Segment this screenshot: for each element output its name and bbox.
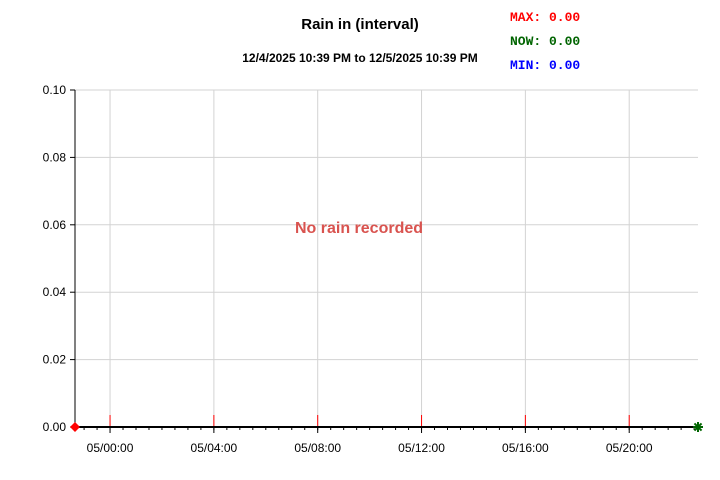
y-tick-label: 0.08 (43, 150, 67, 164)
x-tick-label: 05/04:00 (191, 441, 238, 455)
grid-lines (75, 89, 698, 427)
chart-title: Rain in (interval) (301, 16, 419, 33)
x-tick-label: 05/20:00 (606, 441, 653, 455)
x-tick-label: 05/08:00 (294, 441, 341, 455)
tick-labels: 0.00 0.02 0.04 0.06 0.08 0.10 05/00:00 05/04:00… (43, 83, 653, 455)
stat-now: NOW: 0.00 (510, 34, 580, 49)
start-diamond-marker (70, 422, 80, 432)
axes (70, 89, 698, 433)
x-tick-label: 05/12:00 (398, 441, 445, 455)
y-tick-label: 0.04 (43, 285, 67, 299)
series (70, 422, 703, 432)
end-star-marker (693, 422, 703, 432)
y-tick-label: 0.02 (43, 353, 67, 367)
y-tick-label: 0.06 (43, 218, 67, 232)
chart-subtitle: 12/4/2025 10:39 PM to 12/5/2025 10:39 PM (242, 51, 477, 65)
x-tick-label: 05/16:00 (502, 441, 549, 455)
y-tick-label: 0.00 (43, 420, 67, 434)
no-rain-annotation: No rain recorded (295, 220, 423, 237)
y-tick-label: 0.10 (43, 83, 67, 97)
x-tick-label: 05/00:00 (87, 441, 134, 455)
star-ray (693, 422, 703, 432)
stats-legend: MAX: 0.00 NOW: 0.00 MIN: 0.00 (510, 10, 580, 73)
stat-min: MIN: 0.00 (510, 58, 580, 73)
stat-max: MAX: 0.00 (510, 10, 580, 25)
